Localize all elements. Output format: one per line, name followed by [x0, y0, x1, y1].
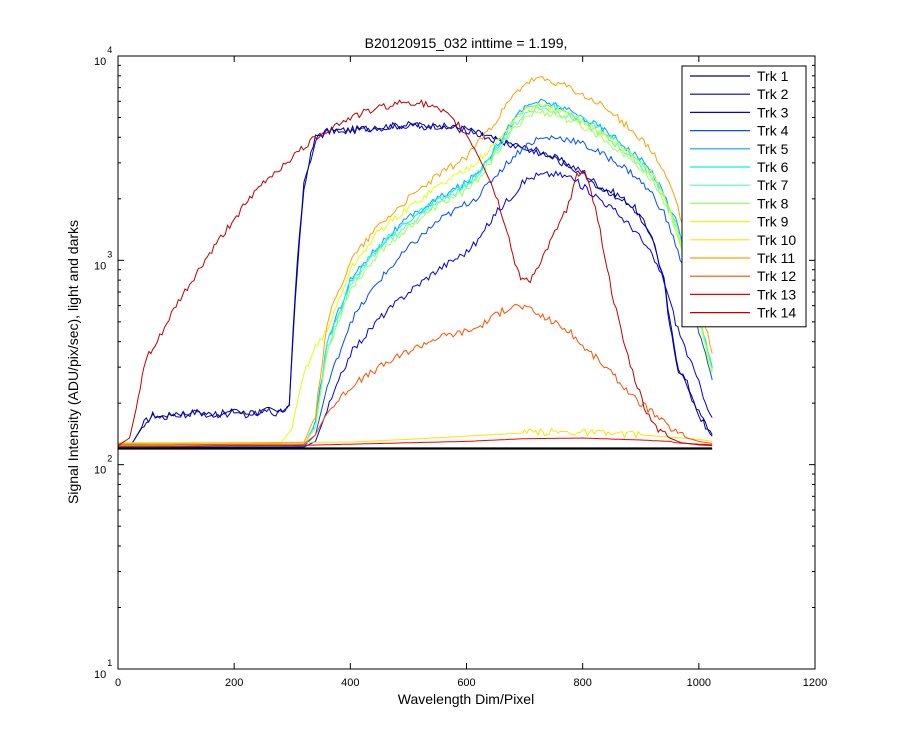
x-tick-label: 400 — [341, 677, 359, 689]
legend-label: Trk 8 — [757, 195, 789, 211]
series-line-trk-2 — [118, 122, 713, 449]
legend-label: Trk 2 — [757, 86, 789, 102]
y-tick-exponent: 2 — [107, 454, 112, 464]
legend-label: Trk 7 — [757, 177, 789, 193]
legend-box — [681, 65, 807, 328]
x-tick-label: 600 — [457, 677, 475, 689]
legend-label: Trk 5 — [757, 141, 789, 157]
x-axis: 0 200 400 600 800 1000 1200 — [115, 56, 827, 689]
y-tick-base: 10 — [94, 56, 106, 68]
series-line-trk-13 — [118, 437, 713, 447]
chart-title: B20120915_032 inttime = 1.199, — [365, 35, 568, 51]
series-line-trk-14 — [118, 99, 713, 447]
legend-label: Trk 3 — [757, 104, 789, 120]
x-tick-label: 1200 — [803, 677, 827, 689]
y-tick-exponent: 3 — [107, 249, 112, 259]
y-tick-exponent: 4 — [107, 45, 112, 55]
y-tick-label: 102 — [94, 454, 112, 477]
x-tick-label: 800 — [573, 677, 591, 689]
y-tick-base: 10 — [94, 669, 106, 681]
x-axis-label: Wavelength Dim/Pixel — [398, 691, 534, 707]
series-line-trk-7 — [118, 104, 713, 447]
x-tick-label: 0 — [115, 677, 121, 689]
legend-label: Trk 12 — [757, 268, 796, 284]
legend-label: Trk 13 — [757, 286, 796, 302]
series-layer — [118, 76, 713, 450]
y-tick-base: 10 — [94, 465, 106, 477]
y-tick-base: 10 — [94, 260, 106, 272]
legend-label: Trk 1 — [757, 68, 789, 84]
legend-label: Trk 9 — [757, 214, 789, 230]
legend-label: Trk 11 — [757, 250, 795, 266]
legend-label: Trk 4 — [757, 123, 789, 139]
legend: Trk 1 Trk 2 Trk 3 Trk 4 Trk 5 Trk 6 Trk 7 Trk 8… — [681, 65, 807, 328]
series-line-trk-1 — [118, 120, 713, 449]
legend-label: Trk 6 — [757, 159, 789, 175]
y-tick-label: 101 — [94, 658, 112, 681]
x-tick-label: 1000 — [687, 677, 711, 689]
series-line-trk-4 — [118, 135, 713, 448]
legend-label: Trk 14 — [757, 305, 796, 321]
y-tick-label: 104 — [94, 45, 112, 68]
series-line-trk-12 — [118, 303, 713, 446]
x-tick-label: 200 — [225, 677, 243, 689]
legend-label: Trk 10 — [757, 232, 796, 248]
y-axis-label: Signal Intensity (ADU/pix/sec), light an… — [65, 220, 81, 504]
y-tick-exponent: 1 — [107, 658, 112, 668]
series-line-trk-3 — [118, 170, 713, 449]
series-line-trk-11 — [118, 76, 713, 444]
y-tick-label: 103 — [94, 249, 112, 272]
